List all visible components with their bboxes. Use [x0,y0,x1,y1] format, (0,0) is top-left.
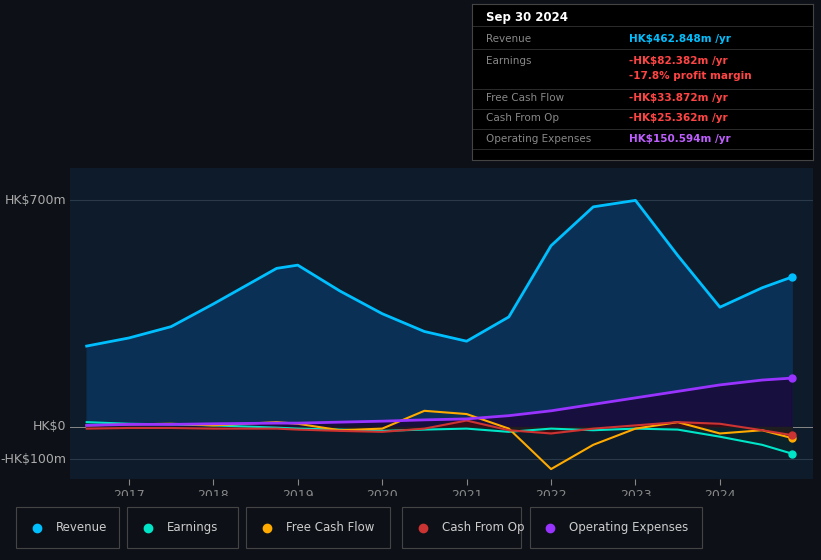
Text: Sep 30 2024: Sep 30 2024 [486,11,567,24]
Text: Operating Expenses: Operating Expenses [486,134,591,144]
Text: Earnings: Earnings [486,56,531,66]
Text: Earnings: Earnings [167,521,218,534]
Text: HK$462.848m /yr: HK$462.848m /yr [629,34,731,44]
Text: HK$700m: HK$700m [4,194,66,207]
Bar [127,507,238,548]
Text: Revenue: Revenue [56,521,108,534]
Bar [16,507,119,548]
Text: -HK$25.362m /yr: -HK$25.362m /yr [629,113,727,123]
Text: Free Cash Flow: Free Cash Flow [286,521,374,534]
Text: -HK$82.382m /yr: -HK$82.382m /yr [629,56,727,66]
Bar [402,507,521,548]
Text: Cash From Op: Cash From Op [442,521,524,534]
Bar [246,507,390,548]
Text: HK$150.594m /yr: HK$150.594m /yr [629,134,731,144]
Text: Cash From Op: Cash From Op [486,113,559,123]
Text: -17.8% profit margin: -17.8% profit margin [629,71,751,81]
Bar [530,507,702,548]
Text: Revenue: Revenue [486,34,531,44]
Text: -HK$100m: -HK$100m [0,453,66,466]
Text: -HK$33.872m /yr: -HK$33.872m /yr [629,93,727,103]
Text: HK$0: HK$0 [33,421,66,433]
Text: Free Cash Flow: Free Cash Flow [486,93,564,103]
Text: Operating Expenses: Operating Expenses [569,521,688,534]
